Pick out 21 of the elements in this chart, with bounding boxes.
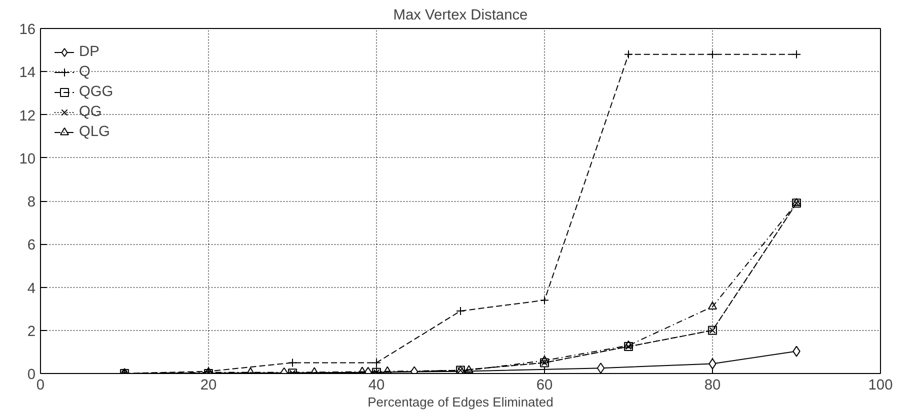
y-tick-label: 6 <box>27 238 36 254</box>
chart-title: Max Vertex Distance <box>393 8 528 24</box>
legend-label: QLG <box>79 124 110 140</box>
y-tick-label: 16 <box>19 22 36 38</box>
y-tick-label: 4 <box>27 280 36 297</box>
x-axis-title: Percentage of Edges Eliminated <box>368 394 554 410</box>
x-tick-label: 20 <box>200 378 217 394</box>
legend-label: QGG <box>79 84 114 100</box>
y-tick-label: 10 <box>19 151 36 168</box>
x-tick-label: 40 <box>368 378 385 394</box>
y-tick-label: 2 <box>27 324 36 340</box>
legend-label: QG <box>79 104 102 120</box>
y-tick-label: 0 <box>27 367 36 383</box>
y-tick-label: 12 <box>19 108 36 124</box>
x-tick-label: 100 <box>868 378 893 394</box>
y-tick-label: 8 <box>27 194 36 210</box>
legend-label: Q <box>79 64 92 80</box>
x-tick-label: 80 <box>704 378 721 394</box>
x-tick-label: 60 <box>536 378 553 394</box>
legend-label: DP <box>79 44 100 60</box>
y-tick-label: 14 <box>19 65 36 82</box>
